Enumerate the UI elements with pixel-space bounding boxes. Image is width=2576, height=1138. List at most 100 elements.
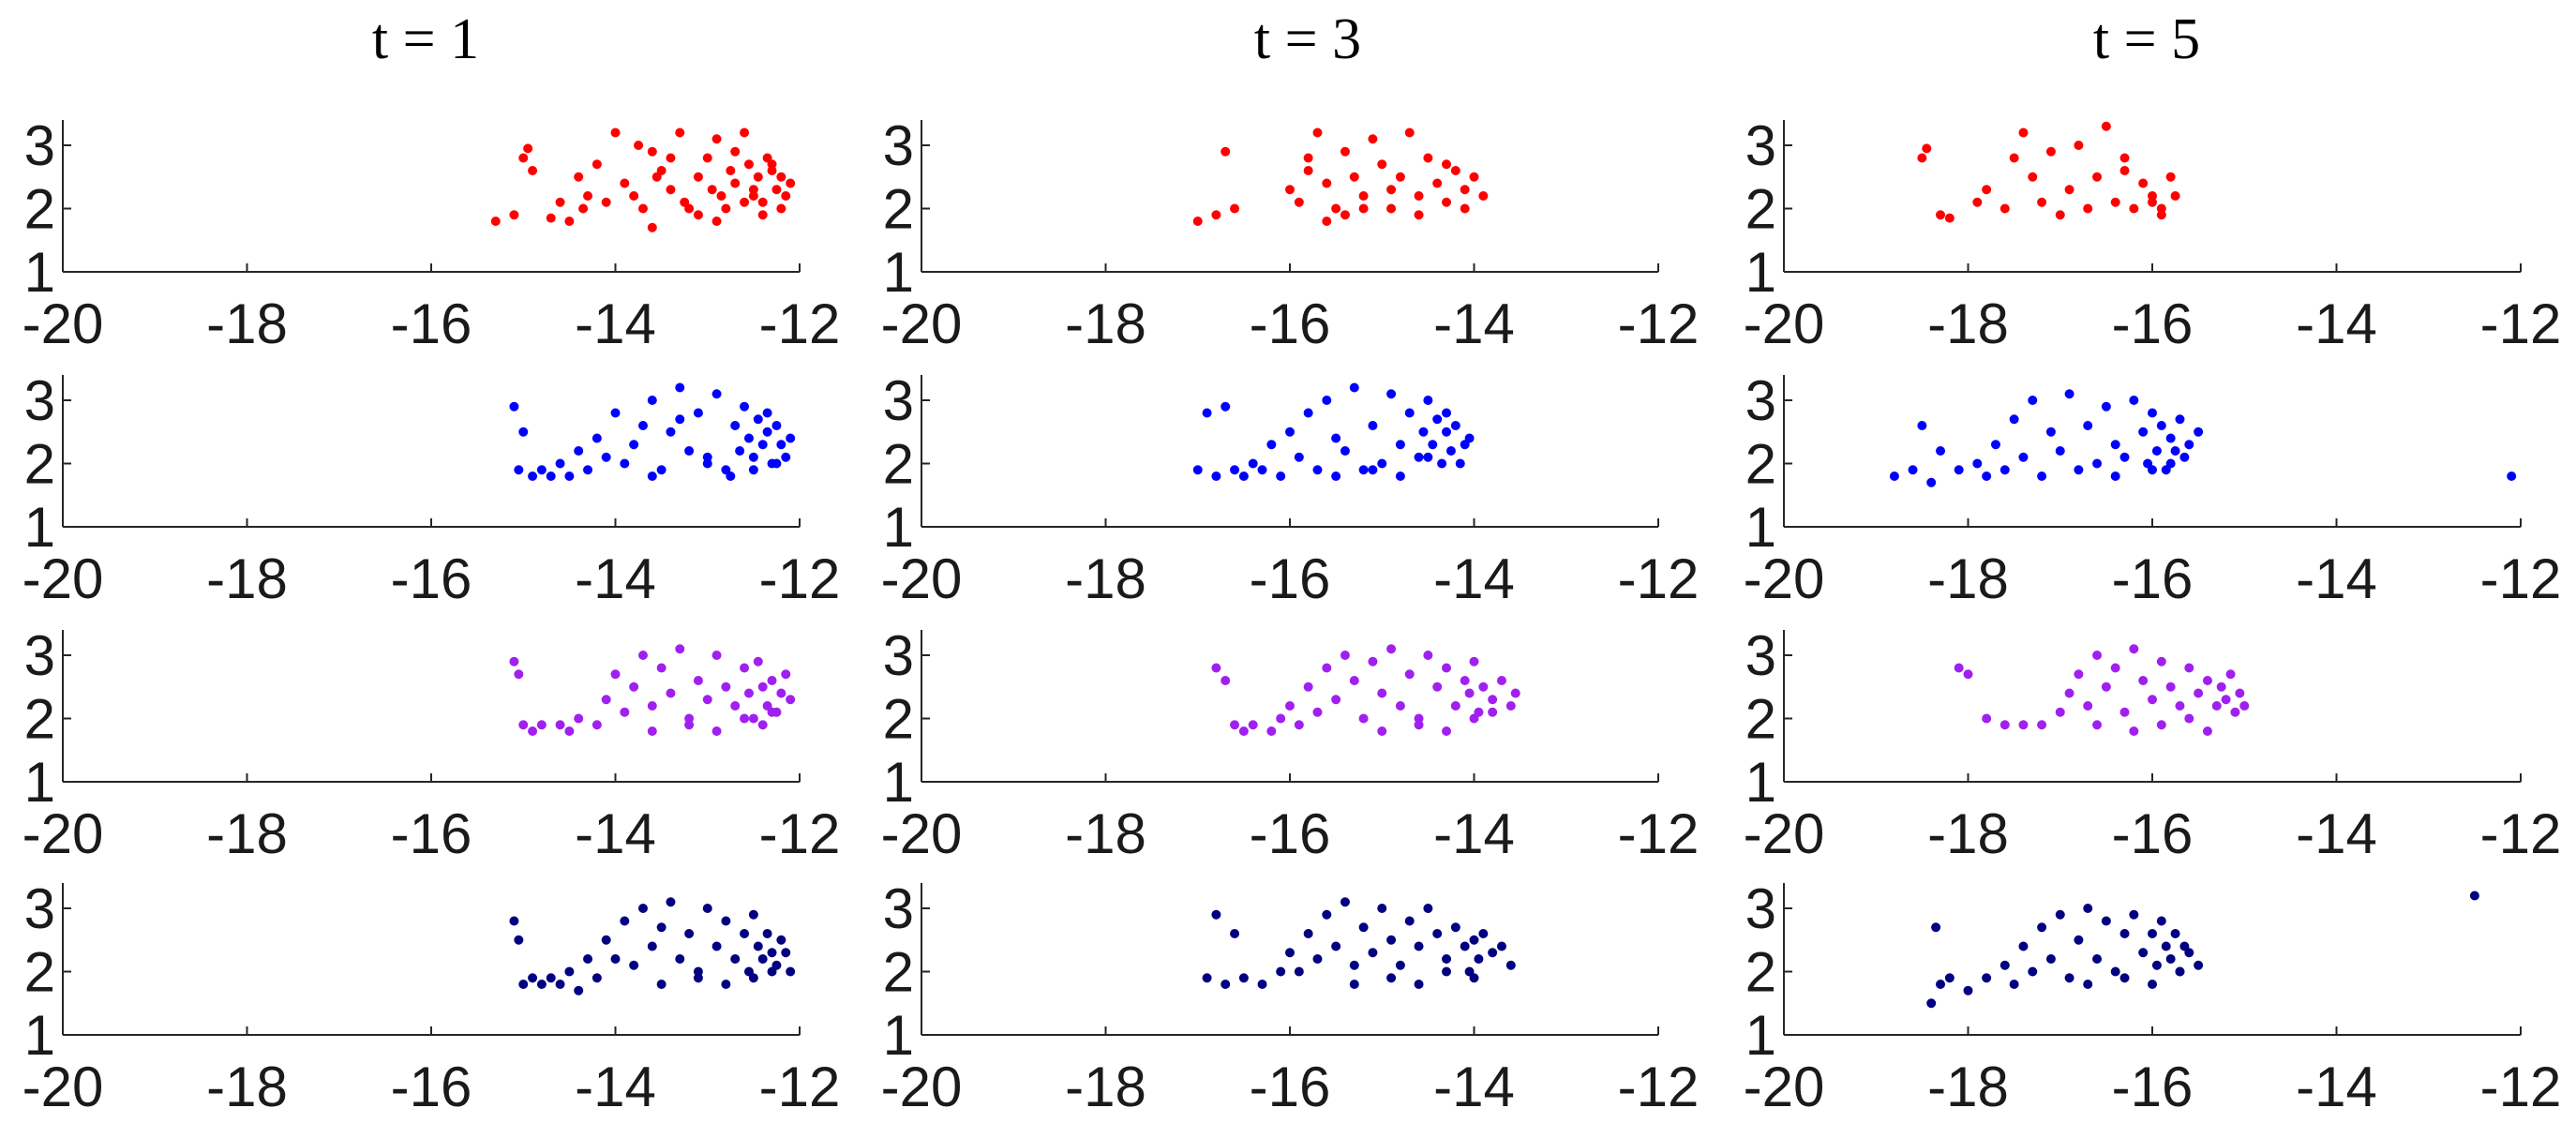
scatter-point	[1442, 408, 1452, 418]
scatter-point	[776, 688, 786, 698]
scatter-point	[2239, 701, 2250, 711]
scatter-point	[2129, 203, 2139, 214]
y-tick-label: 1	[883, 1004, 914, 1067]
scatter-point	[1322, 178, 1332, 188]
scatter-point	[546, 213, 556, 223]
scatter-point	[2184, 440, 2194, 450]
scatter-point	[1303, 153, 1313, 163]
scatter-point	[1432, 178, 1443, 188]
x-tick-label: -20	[22, 802, 104, 865]
scatter-point	[1349, 172, 1359, 182]
scatter-point	[2138, 676, 2149, 685]
scatter-point	[2028, 396, 2038, 405]
x-tick-label: -20	[881, 547, 963, 610]
y-tick-label: 2	[1745, 178, 1776, 241]
scatter-point	[601, 452, 611, 462]
scatter-point	[647, 941, 657, 951]
scatter-point	[1395, 701, 1405, 711]
scatter-point	[1478, 929, 1489, 938]
scatter-point	[666, 897, 676, 907]
y-tick-label: 1	[883, 751, 914, 814]
scatter-point	[684, 929, 695, 938]
scatter-point	[2469, 891, 2479, 901]
scatter-point	[2018, 127, 2029, 138]
scatter-point	[2092, 954, 2103, 964]
scatter-point	[1908, 465, 1918, 475]
scatter-point	[1340, 146, 1350, 157]
scatter-point	[1414, 210, 1424, 220]
scatter-point	[2165, 681, 2176, 692]
x-tick-label: -18	[1927, 292, 2009, 355]
scatter-point	[693, 172, 703, 182]
x-tick-label: -16	[391, 547, 472, 610]
scatter-point	[2092, 651, 2103, 660]
scatter-point	[776, 203, 786, 214]
x-tick-label: -14	[575, 292, 656, 355]
scatter-points	[1192, 382, 1475, 481]
scatter-point	[1999, 960, 2010, 970]
scatter-point	[1192, 217, 1203, 226]
scatter-point	[1294, 197, 1304, 207]
scatter-point	[2161, 941, 2171, 951]
scatter-point	[1963, 669, 1973, 680]
x-tick-label: -16	[1250, 1056, 1331, 1118]
scatter-point	[781, 948, 791, 958]
scatter-point	[1386, 185, 1397, 195]
scatter-point	[1982, 185, 1992, 195]
scatter-point	[748, 973, 758, 983]
scatter-point	[2184, 948, 2194, 958]
scatter-point	[1322, 396, 1332, 405]
scatter-point	[762, 408, 772, 418]
scatter-point	[1386, 935, 1397, 945]
scatter-point	[2074, 465, 2084, 475]
scatter-point	[1285, 701, 1295, 711]
y-tick-label: 3	[24, 114, 55, 177]
scatter-point	[740, 929, 750, 938]
scatter-point	[1303, 408, 1313, 418]
y-tick-label: 3	[1745, 369, 1776, 432]
scatter-point	[740, 197, 750, 207]
y-tick-label: 2	[1745, 688, 1776, 751]
scatter-point	[743, 433, 754, 443]
scatter-point	[2170, 446, 2180, 456]
x-tick-label: -20	[22, 292, 104, 355]
x-tick-label: -14	[2296, 292, 2377, 355]
scatter-point	[1990, 440, 2000, 450]
scatter-point	[2074, 935, 2084, 945]
scatter-point	[1358, 713, 1369, 724]
scatter-point	[2045, 146, 2056, 157]
scatter-point	[702, 153, 712, 163]
scatter-point	[2184, 663, 2194, 673]
scatter-point	[1999, 720, 2010, 730]
scatter-point	[753, 414, 763, 425]
y-tick-label: 2	[1745, 941, 1776, 1004]
y-tick-label: 2	[24, 941, 55, 1004]
scatter-point	[536, 980, 547, 989]
scatter-point	[1936, 980, 1946, 989]
scatter-point	[1276, 713, 1286, 724]
scatter-points	[1889, 389, 2517, 487]
x-tick-label: -20	[22, 547, 104, 610]
x-tick-label: -12	[1618, 292, 1700, 355]
scatter-point	[2055, 210, 2065, 220]
scatter-point	[2148, 465, 2157, 475]
scatter-point	[753, 172, 763, 182]
scatter-point	[1312, 127, 1323, 138]
scatter-point	[1230, 465, 1240, 475]
scatter-point	[2230, 707, 2240, 717]
scatter-point	[1496, 676, 1506, 685]
scatter-point	[1460, 185, 1470, 195]
x-tick-label: -18	[206, 292, 288, 355]
y-tick-label: 3	[1745, 624, 1776, 687]
scatter-point	[1982, 472, 1992, 481]
scatter-point	[1377, 726, 1387, 736]
scatter-point	[2037, 922, 2047, 933]
scatter-point	[2074, 669, 2084, 680]
scatter-point	[2507, 472, 2517, 481]
scatter-point	[656, 980, 666, 989]
scatter-point	[1221, 146, 1231, 157]
scatter-point	[1428, 440, 1438, 450]
scatter-point	[2175, 966, 2185, 977]
scatter-point	[2148, 197, 2157, 207]
scatter-point	[2045, 954, 2056, 964]
